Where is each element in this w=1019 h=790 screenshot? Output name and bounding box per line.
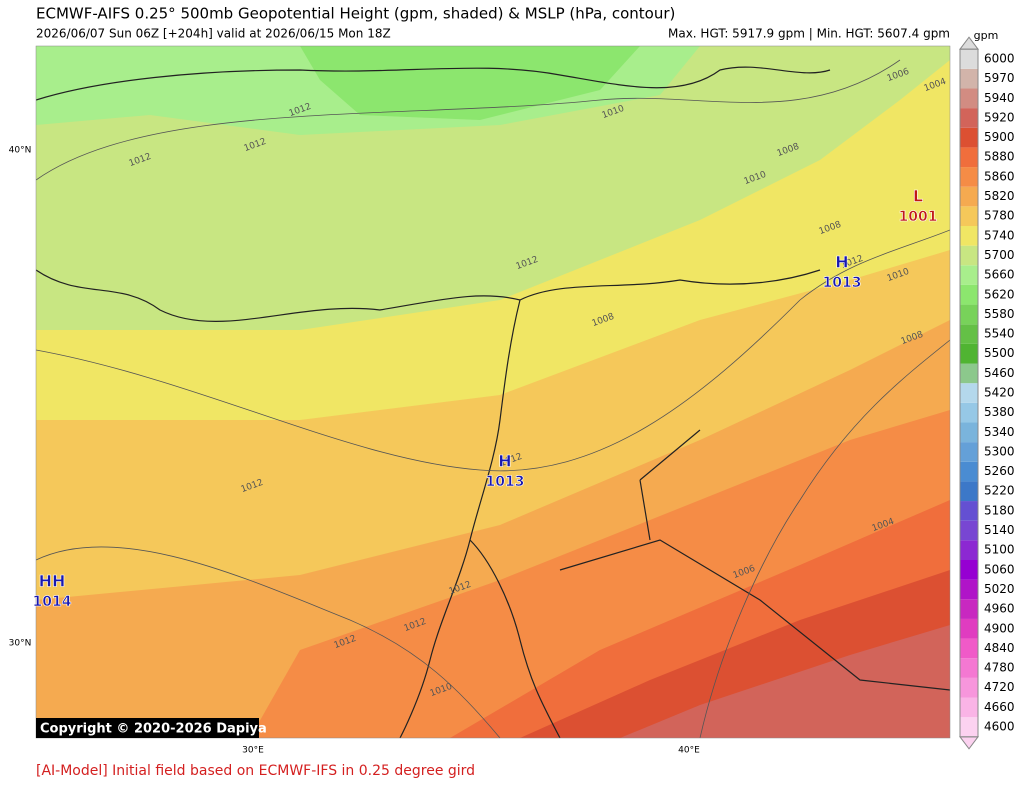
map: Copyright © 2020-2026 Dapiya	[35, 45, 951, 739]
pressure-value: 1001	[899, 209, 938, 225]
colorbar-cell	[960, 618, 978, 639]
colorbar-label: 5740	[984, 228, 1015, 242]
colorbar-label: 5500	[984, 346, 1015, 360]
colorbar-cell	[960, 599, 978, 619]
colorbar-cell	[960, 284, 978, 305]
colorbar-end	[959, 736, 979, 750]
colorbar-cell	[960, 383, 978, 403]
colorbar-cell	[960, 226, 978, 246]
title: ECMWF-AIFS 0.25° 500mb Geopotential Heig…	[36, 5, 675, 23]
colorbar-label: 5060	[984, 562, 1015, 576]
colorbar-label: 5180	[984, 503, 1015, 517]
colorbar-cell	[960, 127, 978, 148]
lon-label: 40°E	[678, 746, 700, 756]
colorbar-label: 5260	[984, 464, 1015, 478]
lat-label: 40°N	[9, 146, 32, 156]
colorbar-cell	[960, 68, 978, 89]
pressure-symbol: HH	[39, 572, 66, 591]
subtitle: 2026/06/07 Sun 06Z [+204h] valid at 2026…	[36, 27, 391, 41]
colorbar-label: 4780	[984, 661, 1015, 675]
colorbar-cell	[960, 343, 978, 364]
footer: [AI-Model] Initial field based on ECMWF-…	[36, 763, 475, 779]
colorbar-label: 5220	[984, 484, 1015, 498]
colorbar-cell	[960, 658, 978, 678]
colorbar-label: 6000	[984, 52, 1015, 66]
colorbar-unit: gpm	[974, 29, 999, 42]
colorbar-label: 5340	[984, 425, 1015, 439]
colorbar-cell	[960, 147, 978, 168]
colorbar-label: 5700	[984, 248, 1015, 262]
colorbar-label: 5300	[984, 444, 1015, 458]
colorbar-label: 4840	[984, 641, 1015, 655]
pressure-symbol: H	[835, 253, 848, 272]
colorbar-label: 5580	[984, 307, 1015, 321]
colorbar-cell	[960, 49, 978, 69]
colorbar-frame	[959, 48, 979, 738]
colorbar-cell	[960, 560, 978, 580]
lon-label: 30°E	[242, 746, 264, 756]
pressure-value: 1013	[823, 275, 862, 291]
colorbar-cell	[960, 677, 978, 698]
colorbar-cell	[960, 520, 978, 541]
colorbar-cell	[960, 265, 978, 285]
colorbar-cell	[960, 108, 978, 128]
colorbar-label: 4900	[984, 621, 1015, 635]
colorbar-cell	[960, 579, 978, 600]
colorbar-label: 4720	[984, 680, 1015, 694]
colorbar-label: 5880	[984, 150, 1015, 164]
colorbar-cell	[960, 245, 978, 266]
colorbar-cell	[960, 461, 978, 482]
colorbar-label: 5820	[984, 189, 1015, 203]
colorbar-label: 5460	[984, 366, 1015, 380]
colorbar-cell	[960, 540, 978, 560]
colorbar-label: 4660	[984, 700, 1015, 714]
colorbar-label: 4600	[984, 720, 1015, 734]
colorbar-label: 5920	[984, 110, 1015, 124]
colorbar-label: 5140	[984, 523, 1015, 537]
colorbar-cell	[960, 638, 978, 659]
colorbar-cell	[960, 402, 978, 423]
lat-label: 30°N	[9, 639, 32, 649]
colorbar-label: 5860	[984, 169, 1015, 183]
colorbar-label: 5540	[984, 327, 1015, 341]
colorbar-label: 5940	[984, 91, 1015, 105]
colorbar-label: 5380	[984, 405, 1015, 419]
colorbar-label: 5620	[984, 287, 1015, 301]
colorbar-cell	[960, 304, 978, 325]
colorbar-cell	[960, 167, 978, 187]
stats: Max. HGT: 5917.9 gpm | Min. HGT: 5607.4 …	[668, 27, 950, 41]
colorbar-label: 5900	[984, 130, 1015, 144]
colorbar-cell	[960, 442, 978, 462]
pressure-symbol: L	[913, 187, 923, 206]
pressure-value: 1013	[486, 474, 525, 490]
colorbar-cell	[960, 481, 978, 502]
colorbar-label: 4960	[984, 602, 1015, 616]
colorbar-cell	[960, 697, 978, 718]
copyright: Copyright © 2020-2026 Dapiya	[40, 722, 267, 737]
colorbar-label: 5020	[984, 582, 1015, 596]
pressure-value: 1014	[33, 594, 72, 610]
colorbar-cell	[960, 501, 978, 521]
pressure-symbol: H	[498, 452, 511, 471]
colorbar-cell	[960, 186, 978, 207]
colorbar-label: 5780	[984, 209, 1015, 223]
colorbar-cell	[960, 422, 978, 443]
colorbar-cell	[960, 324, 978, 344]
colorbar-cell	[960, 717, 978, 737]
colorbar-label: 5970	[984, 71, 1015, 85]
colorbar-cell	[960, 206, 978, 226]
colorbar-label: 5100	[984, 543, 1015, 557]
colorbar-cell	[960, 363, 978, 384]
colorbar-cell	[960, 88, 978, 109]
colorbar-label: 5420	[984, 386, 1015, 400]
colorbar-label: 5660	[984, 268, 1015, 282]
